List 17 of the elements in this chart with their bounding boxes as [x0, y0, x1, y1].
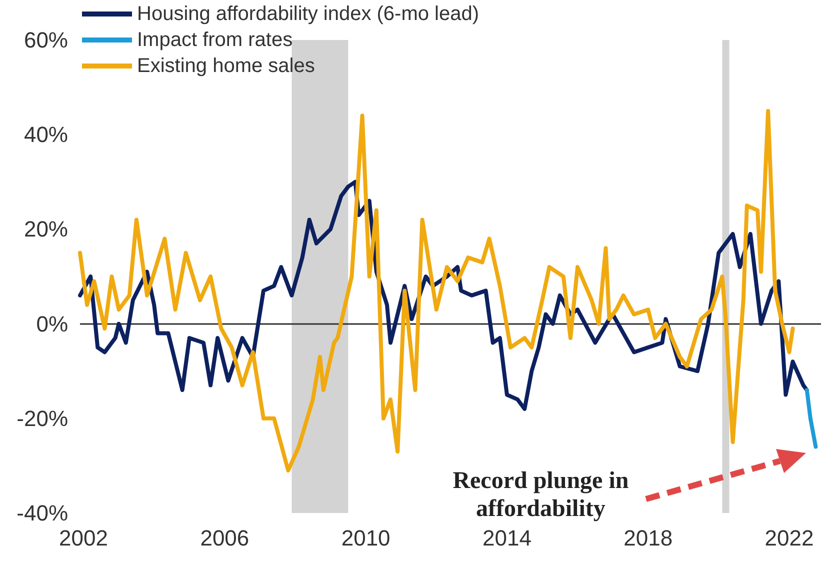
y-tick-label: 0% [36, 311, 68, 336]
y-tick-label: -20% [16, 406, 68, 431]
line-series [78, 108, 795, 472]
x-tick-label: 2010 [341, 526, 390, 550]
annotation: Record plunge in affordability [452, 466, 630, 523]
x-tick-label: 2002 [59, 526, 108, 550]
legend-label: Housing affordability index (6-mo lead) [137, 3, 480, 25]
y-tick-label: 20% [24, 216, 68, 242]
y-tick-label: 60% [24, 28, 68, 52]
legend-label: Impact from rates [137, 29, 293, 51]
legend-label: Existing home sales [137, 55, 315, 77]
x-tick-label: 2022 [764, 526, 814, 550]
x-tick-label: 2014 [482, 526, 532, 550]
y-tick-label: 40% [24, 122, 68, 148]
x-tick-label: 2018 [624, 526, 673, 550]
y-tick-label: -40% [16, 500, 68, 526]
x-tick-label: 2006 [200, 526, 250, 550]
